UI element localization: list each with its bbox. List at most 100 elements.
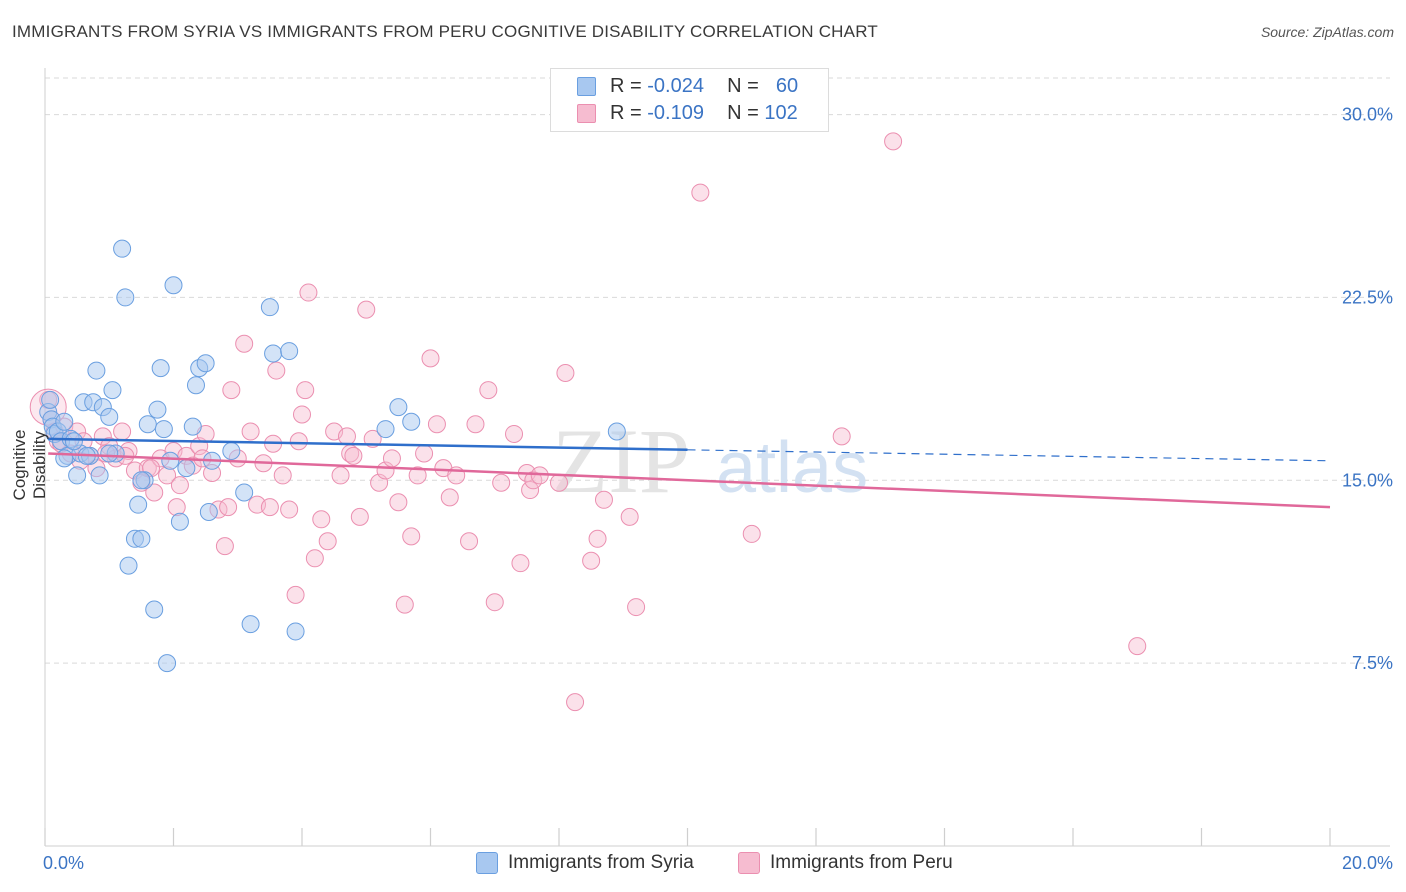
syria-point-39 [186,376,205,395]
peru-point-48 [312,510,331,529]
peru-legend-swatch [738,852,760,874]
peru-point-75 [492,473,511,492]
syria-r-value: -0.024 [647,75,704,97]
peru-point-89 [627,598,646,617]
syria-point-30 [148,400,167,419]
grid-lines [45,77,1390,664]
peru-point-64 [408,466,427,485]
syria-point-26 [132,529,151,548]
syria-point-33 [158,654,177,673]
peru-point-85 [582,551,601,570]
peru-trend-line [48,452,1331,509]
syria-point-59 [132,471,151,490]
peru-r-value: -0.109 [647,102,704,124]
syria-trend-line [48,437,688,452]
syria-point-38 [183,417,202,436]
peru-point-65 [415,444,434,463]
peru-point-71 [460,532,479,551]
peru-point-72 [466,415,485,434]
peru-point-73 [479,381,498,400]
syria-point-1 [41,390,60,409]
syria-point-21 [113,239,132,258]
peru-point-39 [267,361,286,380]
peru-point-67 [427,415,446,434]
tick-labels: 7.5% 15.0% 22.5% 30.0% 0.0% 20.0% [43,105,1393,873]
source-label: Source: ZipAtlas.com [1260,24,1394,40]
syria-swatch [577,77,596,97]
peru-point-62 [395,595,414,614]
legend-row-syria: R = -0.024 N = 60 [577,75,798,101]
syria-point-50 [286,622,305,641]
chart-title: IMMIGRANTS FROM SYRIA VS IMMIGRANTS FROM… [12,22,878,41]
peru-point-100 [167,498,186,517]
peru-point-76 [505,424,524,443]
peru-point-83 [556,364,575,383]
syria-point-22 [116,288,135,307]
peru-point-22 [170,476,189,495]
peru-point-47 [305,549,324,568]
peru-point-61 [389,493,408,512]
syria-point-45 [235,483,254,502]
peru-n-value: 102 [764,102,798,124]
y-tick-label-2: 22.5% [1342,287,1393,307]
syria-point-18 [100,407,119,426]
peru-point-31 [222,381,241,400]
legend-row-peru: R = -0.109 N = 102 [577,102,798,128]
peru-point-44 [293,405,311,424]
x-tick-label-max: 20.0% [1342,853,1393,873]
syria-point-48 [264,344,283,363]
peru-point-54 [344,446,363,465]
syria-point-55 [55,449,74,468]
peru-point-93 [884,132,903,151]
peru-point-30 [219,498,238,517]
syria-point-49 [280,342,299,361]
y-tick-label-0: 7.5% [1352,653,1393,673]
peru-point-86 [588,529,607,548]
syria-point-47 [260,298,279,317]
syria-point-51 [376,420,395,439]
syria-point-54 [607,422,626,441]
y-tick-label-1: 15.0% [1342,470,1393,490]
y-tick-label-3: 30.0% [1342,105,1393,125]
syria-point-7 [55,412,74,431]
syria-point-23 [119,556,138,575]
bottom-legend-syria: Immigrants from Syria [476,852,694,874]
trend-lines [48,437,1331,509]
syria-point-34 [161,451,180,470]
peru-point-29 [215,537,234,556]
peru-point-51 [331,466,350,485]
peru-point-41 [280,500,299,519]
peru-point-94 [1128,637,1147,656]
syria-point-44 [222,442,241,461]
syria-point-52 [389,398,408,417]
syria-point-58 [100,444,119,463]
syria-point-37 [177,459,196,478]
syria-legend-swatch [476,852,498,874]
peru-point-87 [594,490,613,509]
peru-point-63 [402,527,421,546]
syria-point-32 [154,420,173,439]
peru-point-69 [440,488,459,507]
peru-point-46 [299,283,318,302]
syria-point-15 [87,361,106,380]
peru-point-52 [337,427,356,446]
peru-point-91 [742,524,761,543]
peru-point-42 [286,585,305,604]
syria-trend-extension [687,449,1331,462]
stats-legend: R = -0.024 N = 60 R = -0.109 N = 102 [550,68,829,132]
syria-point-29 [145,600,164,619]
peru-point-90 [691,183,710,202]
peru-point-92 [832,427,851,446]
axes [44,68,1390,847]
syria-point-56 [64,432,83,451]
peru-point-33 [235,334,254,353]
y-axis-label: Cognitive Disability [10,429,49,501]
syria-points [39,239,626,673]
peru-point-37 [260,498,279,517]
peru-point-18 [145,483,164,502]
peru-point-55 [350,507,369,526]
peru-point-88 [620,507,639,526]
syria-point-19 [103,381,122,400]
syria-point-46 [241,615,260,634]
